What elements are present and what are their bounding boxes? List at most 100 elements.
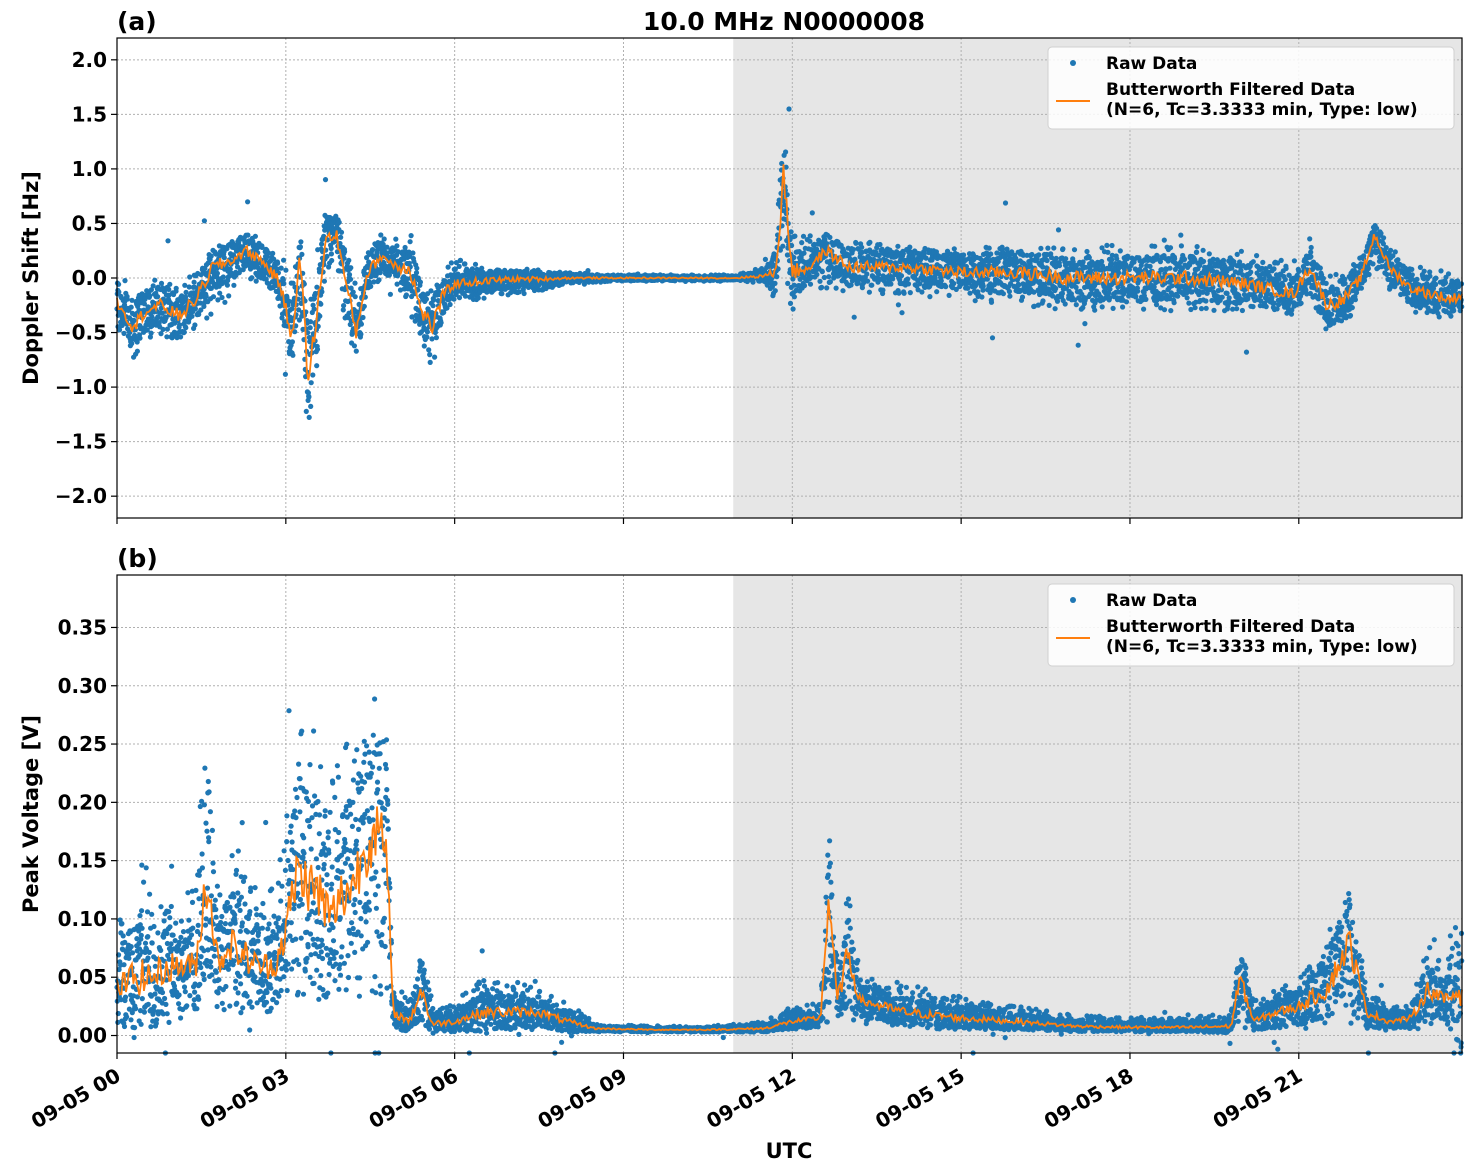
raw-data-point: [290, 280, 296, 286]
raw-data-point: [1226, 295, 1232, 301]
raw-data-point: [1240, 272, 1246, 278]
raw-data-point: [1016, 282, 1022, 288]
raw-data-point: [432, 354, 438, 360]
raw-data-point: [1355, 270, 1362, 276]
raw-data-point: [1378, 230, 1384, 236]
raw-data-point: [1051, 245, 1057, 251]
raw-data-point: [321, 278, 327, 284]
raw-data-point: [1084, 248, 1090, 255]
raw-data-point: [807, 233, 813, 239]
raw-data-point: [423, 296, 429, 302]
raw-data-point: [1060, 246, 1066, 252]
raw-data-point: [270, 250, 276, 256]
raw-data-point: [472, 261, 479, 267]
raw-data-point: [156, 320, 162, 326]
raw-data-point: [1243, 349, 1250, 355]
raw-data-point: [1349, 305, 1355, 311]
raw-data-point: [428, 288, 434, 294]
raw-data-point: [890, 276, 896, 282]
raw-data-point: [1038, 245, 1044, 251]
raw-data-point: [298, 239, 304, 245]
raw-data-point: [827, 234, 833, 240]
raw-data-point: [927, 294, 933, 300]
raw-data-point: [521, 290, 527, 297]
raw-data-point: [1383, 245, 1389, 251]
raw-data-point: [341, 303, 347, 309]
raw-data-point: [867, 239, 873, 245]
panel-a-doppler: 2.01.51.00.50.0−0.5−1.0−1.5−2.0(a)Dopple…: [19, 7, 1465, 524]
raw-data-point: [462, 293, 468, 299]
raw-data-point: [431, 297, 437, 303]
raw-data-point: [1239, 307, 1245, 314]
raw-data-point: [1333, 271, 1339, 278]
raw-data-point: [220, 274, 226, 280]
raw-data-point: [217, 290, 223, 296]
raw-data-point: [180, 298, 186, 304]
raw-data-point: [1320, 275, 1326, 281]
raw-data-point: [245, 199, 251, 205]
raw-data-point: [1045, 245, 1051, 251]
raw-data-point: [1040, 298, 1046, 304]
raw-data-point: [1250, 304, 1256, 310]
raw-data-point: [888, 281, 894, 287]
raw-data-point: [1000, 291, 1007, 297]
raw-data-point: [1308, 244, 1314, 251]
raw-data-point: [1347, 312, 1354, 319]
raw-data-point: [905, 276, 911, 282]
raw-data-point: [314, 284, 320, 290]
raw-data-point: [1192, 305, 1198, 311]
raw-data-point: [1036, 252, 1042, 258]
raw-data-point: [417, 279, 423, 285]
raw-data-point: [148, 287, 154, 293]
raw-data-point: [286, 339, 292, 345]
raw-data-point: [788, 229, 794, 235]
raw-data-point: [192, 322, 198, 328]
raw-data-point: [171, 315, 177, 321]
raw-data-point: [1168, 308, 1174, 314]
raw-data-point: [1370, 261, 1376, 267]
raw-data-point: [306, 394, 312, 400]
raw-data-point: [307, 319, 314, 325]
raw-data-point: [1153, 302, 1160, 308]
raw-data-point: [204, 315, 210, 321]
raw-data-point: [809, 210, 815, 216]
raw-data-point: [1291, 258, 1297, 264]
raw-data-point: [1120, 304, 1126, 310]
raw-data-point: [158, 331, 164, 337]
raw-data-point: [475, 295, 481, 301]
raw-data-point: [306, 414, 312, 420]
raw-data-point: [192, 306, 198, 312]
raw-data-point: [1184, 295, 1190, 301]
raw-data-point: [208, 253, 214, 259]
raw-data-point: [445, 264, 451, 270]
raw-data-point: [403, 292, 409, 298]
raw-data-point: [129, 297, 135, 303]
raw-data-point: [1219, 294, 1225, 300]
raw-data-point: [183, 289, 189, 295]
raw-data-point: [407, 239, 413, 245]
raw-data-point: [328, 245, 334, 252]
raw-data-point: [1055, 227, 1062, 233]
raw-data-point: [322, 177, 329, 183]
raw-data-point: [281, 281, 287, 287]
raw-data-point: [1092, 307, 1098, 313]
raw-data-point: [1361, 253, 1367, 259]
raw-data-point: [1109, 242, 1115, 249]
raw-data-point: [198, 307, 204, 313]
raw-data-point: [297, 244, 303, 250]
raw-data-point: [851, 314, 857, 320]
raw-data-point: [279, 315, 285, 321]
raw-data-point: [1358, 285, 1364, 291]
raw-data-point: [1006, 288, 1013, 295]
raw-data-point: [1175, 293, 1181, 299]
raw-data-point: [1147, 263, 1153, 269]
figure-title: 10.0 MHz N0000008: [643, 7, 925, 36]
raw-data-point: [826, 274, 832, 280]
raw-data-point: [785, 280, 791, 286]
raw-data-point: [819, 284, 825, 290]
raw-data-point: [326, 264, 332, 270]
raw-data-point: [201, 303, 207, 309]
raw-data-point: [1307, 236, 1313, 242]
raw-data-point: [792, 233, 798, 239]
raw-data-point: [177, 322, 183, 328]
